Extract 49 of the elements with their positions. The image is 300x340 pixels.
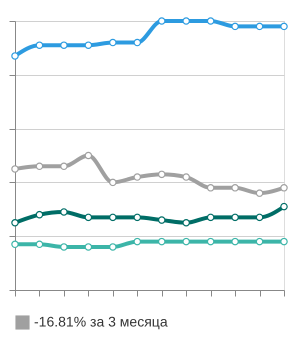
point	[231, 214, 239, 222]
point	[109, 243, 117, 251]
point	[231, 184, 239, 192]
point	[84, 41, 92, 49]
point	[206, 214, 214, 222]
point	[280, 22, 288, 30]
point	[84, 152, 92, 160]
point	[206, 184, 214, 192]
point	[182, 218, 190, 227]
legend-label: -16.81% за 3 месяца	[34, 314, 168, 330]
point	[206, 17, 214, 25]
point	[256, 22, 264, 30]
point	[11, 218, 19, 227]
point	[60, 208, 68, 216]
point	[158, 238, 166, 246]
point	[109, 178, 117, 186]
point	[158, 170, 166, 178]
point	[231, 238, 239, 246]
point	[36, 210, 44, 218]
point	[158, 216, 166, 224]
point	[280, 238, 288, 246]
point	[231, 22, 239, 30]
point	[280, 184, 288, 192]
point	[256, 189, 264, 197]
point	[60, 162, 68, 170]
point	[60, 41, 68, 49]
point	[36, 240, 44, 248]
point	[109, 214, 117, 222]
point	[84, 243, 92, 251]
point	[60, 243, 68, 251]
point	[11, 52, 19, 60]
point	[158, 17, 166, 25]
point	[182, 17, 190, 25]
point	[256, 238, 264, 246]
point	[134, 238, 142, 246]
point	[36, 41, 44, 49]
point	[109, 38, 117, 46]
point	[182, 238, 190, 246]
point	[84, 214, 92, 222]
point	[280, 202, 288, 210]
point	[36, 162, 44, 170]
point	[182, 173, 190, 181]
point	[11, 165, 19, 173]
point	[11, 240, 19, 248]
point	[134, 38, 142, 46]
point	[206, 238, 214, 246]
point	[134, 173, 142, 181]
point	[134, 214, 142, 222]
point	[256, 214, 264, 222]
